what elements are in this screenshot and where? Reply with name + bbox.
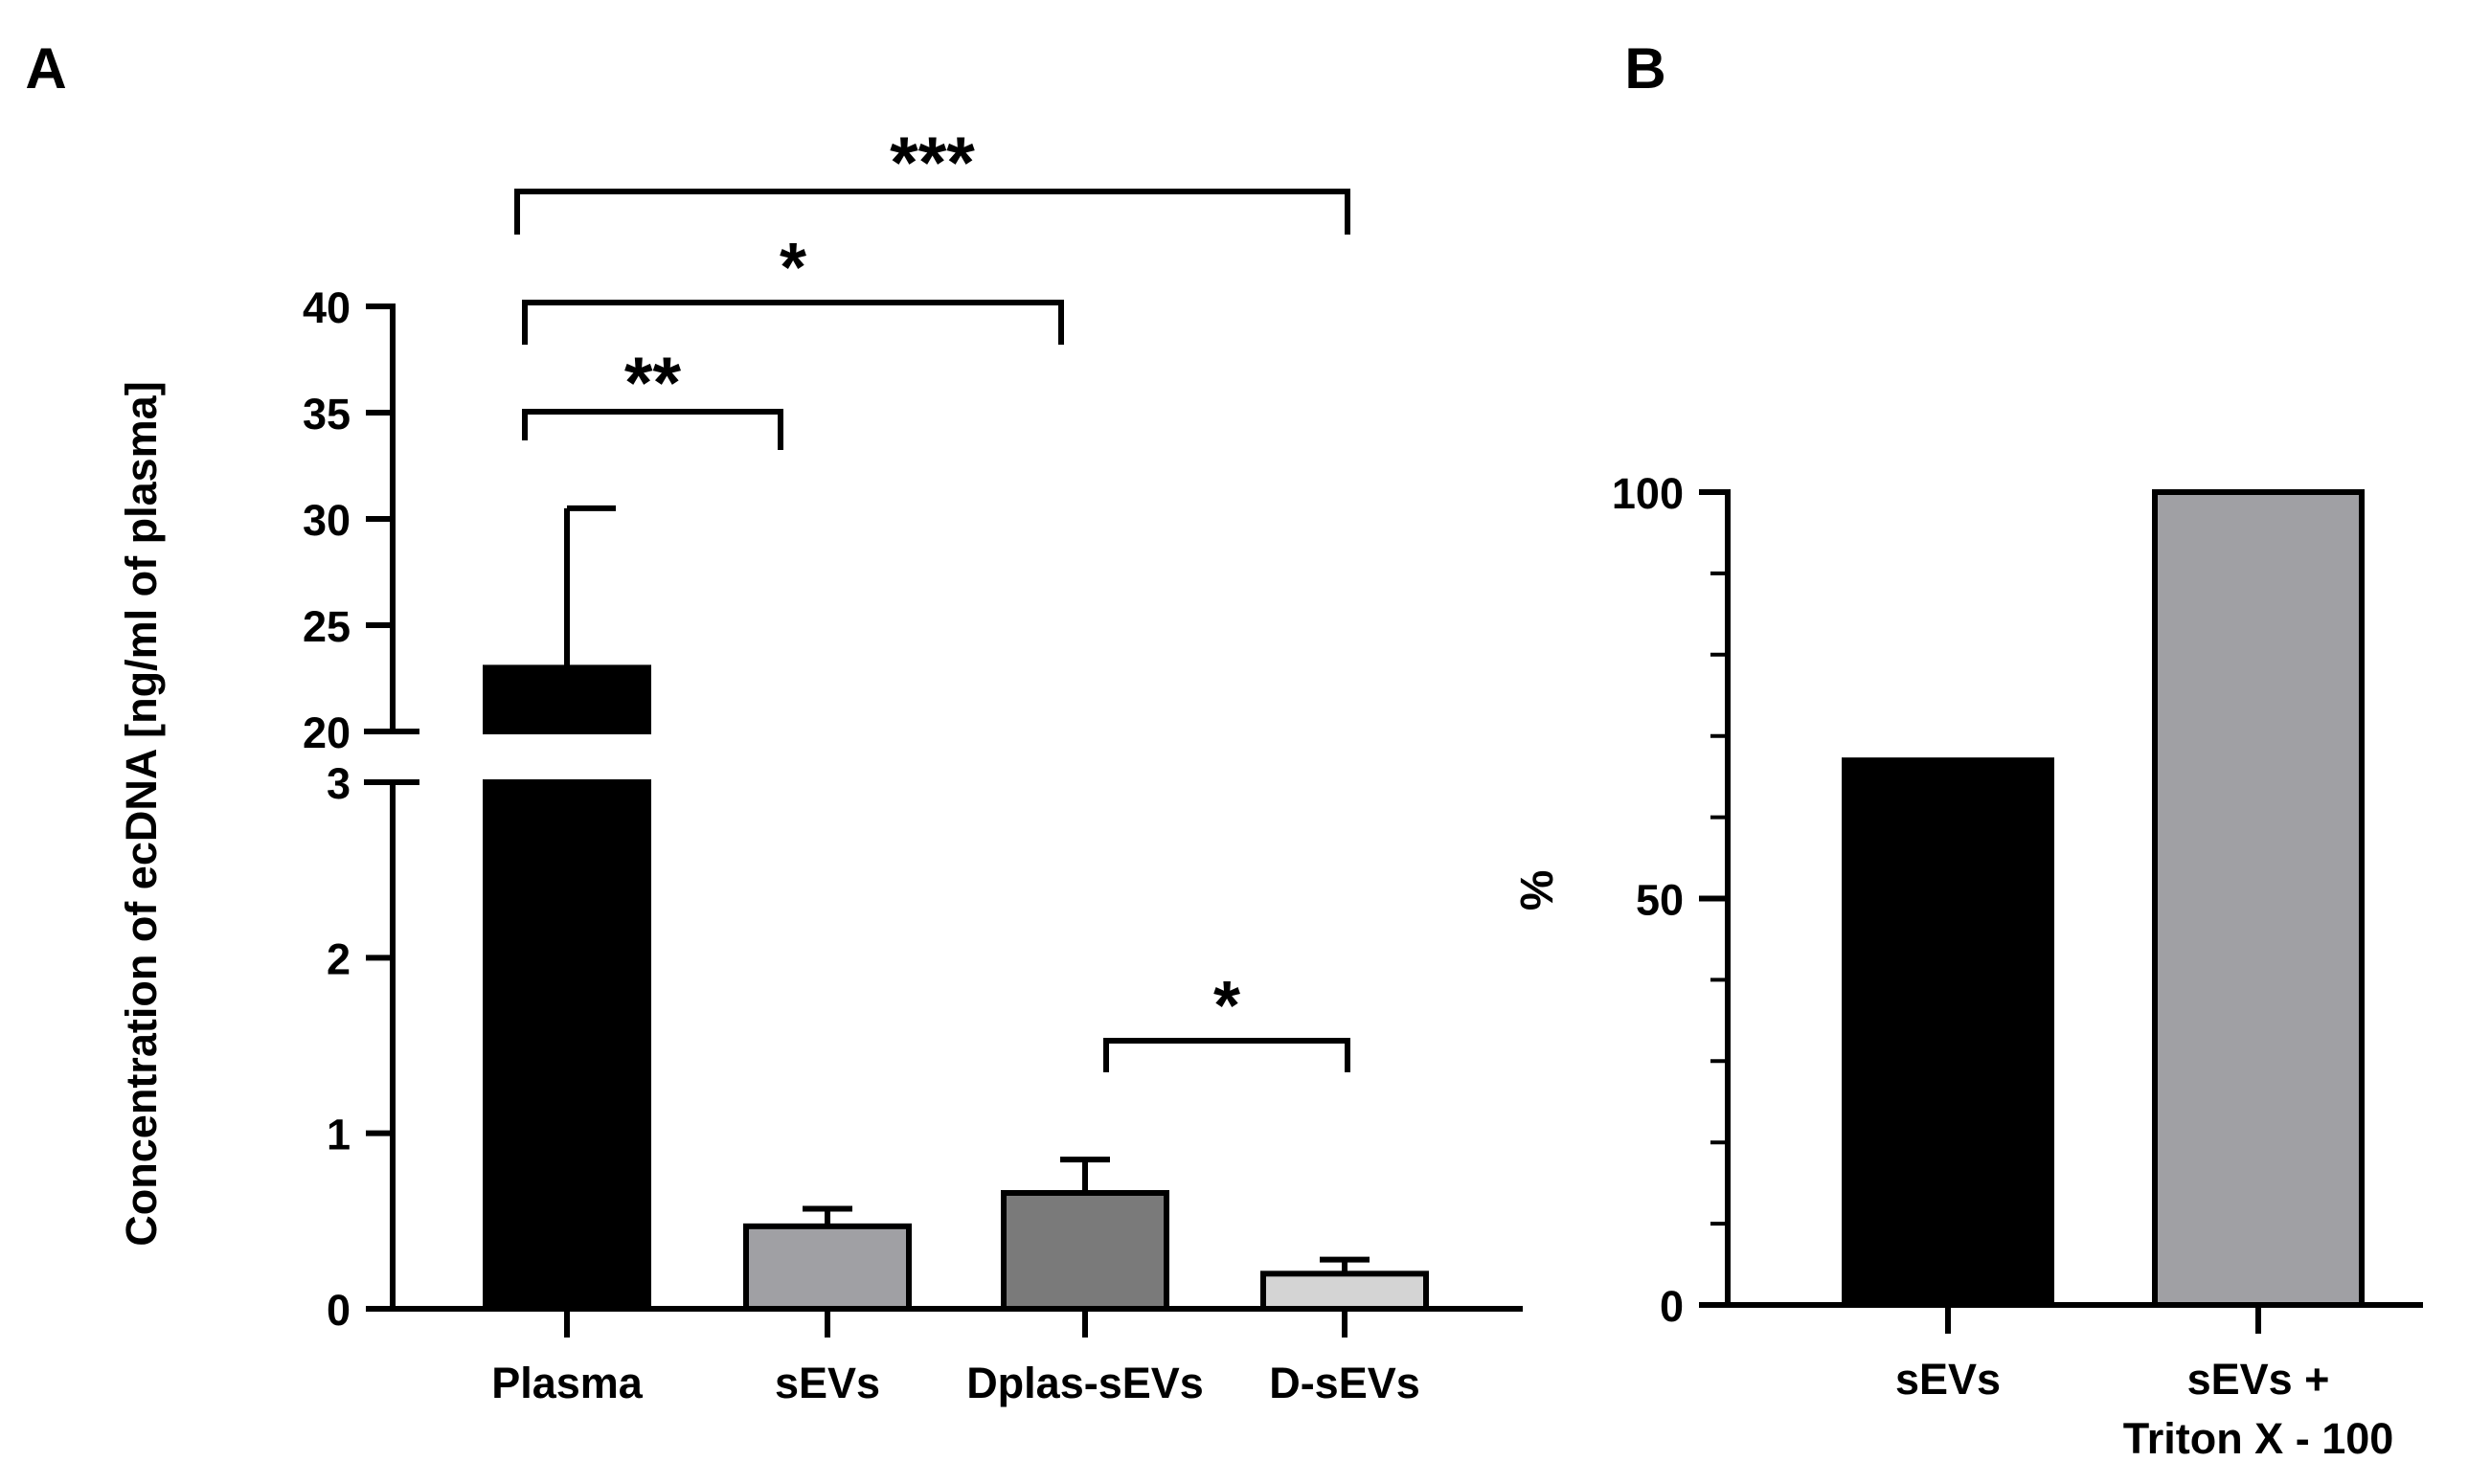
significance-bracket bbox=[514, 189, 1350, 235]
bar-dplas-sevs bbox=[1001, 1190, 1169, 1312]
panel-a-y-tick-label: 2 bbox=[327, 934, 351, 983]
panel-b-y-axis-label: % bbox=[1510, 870, 1561, 911]
significance-bracket bbox=[1103, 1038, 1350, 1072]
significance-bracket bbox=[522, 300, 1064, 345]
panel-a-y-tick-label: 40 bbox=[303, 283, 351, 332]
panel-a-y-tick-label: 1 bbox=[327, 1111, 351, 1159]
panel-b-x-tick-label: Triton X - 100 bbox=[2123, 1414, 2394, 1463]
panel-a-y-tick-label: 30 bbox=[303, 496, 351, 545]
significance-label: * bbox=[780, 230, 806, 306]
panel-a-y-tick-label: 25 bbox=[303, 602, 351, 651]
significance-label: ** bbox=[624, 343, 682, 424]
bar-plasma-lower bbox=[483, 779, 651, 1312]
panel-a-y-axis-label: Concentration of ecDNA [ng/ml of plasma] bbox=[117, 381, 166, 1246]
panel-a-y-tick-label: 0 bbox=[327, 1286, 351, 1335]
panel-b-x-tick-label: sEVs + bbox=[2187, 1355, 2330, 1404]
panel-b-y-tick-label: 0 bbox=[1660, 1282, 1684, 1331]
significance-label: * bbox=[1213, 968, 1240, 1045]
panel-a-label: A bbox=[25, 36, 66, 101]
bar-sevs bbox=[743, 1223, 912, 1313]
significance-bracket bbox=[522, 409, 783, 450]
panel-a-y-tick-label: 3 bbox=[327, 759, 351, 808]
panel-b-x-tick-label: sEVs bbox=[1895, 1355, 2001, 1404]
panel-a-x-tick-label: Dplas-sEVs bbox=[966, 1359, 1204, 1407]
panel-b-label: B bbox=[1624, 36, 1665, 101]
panel-a-x-tick-label: D-sEVs bbox=[1269, 1359, 1420, 1407]
panel-b-y-tick-label: 100 bbox=[1612, 469, 1684, 518]
panel-b-bar-2 bbox=[2152, 489, 2365, 1308]
panel-b-y-tick-label: 50 bbox=[1636, 876, 1684, 925]
panel-a-x-tick-label: sEVs bbox=[775, 1359, 880, 1407]
panel-a-x-tick-label: Plasma bbox=[491, 1359, 644, 1407]
significance-label: *** bbox=[890, 123, 975, 204]
panel-a-y-tick-label: 20 bbox=[303, 708, 351, 757]
bar-d-sevs bbox=[1260, 1270, 1429, 1313]
bar-plasma-upper bbox=[483, 664, 651, 735]
panel-a-y-tick-label: 35 bbox=[303, 390, 351, 438]
panel-b-bar-1 bbox=[1842, 757, 2054, 1308]
